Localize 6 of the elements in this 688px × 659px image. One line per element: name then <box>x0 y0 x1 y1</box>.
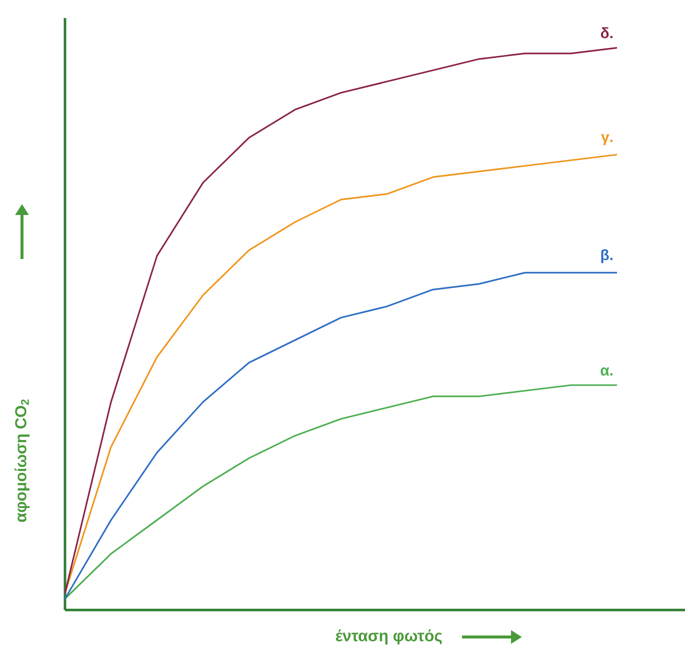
x-axis-title: ένταση φωτός <box>336 629 442 645</box>
series-label: α. <box>600 367 612 376</box>
series-label: γ. <box>601 134 612 146</box>
series-label: δ. <box>600 27 612 38</box>
y-axis-title: αφομοίωση CO$_{2}$ <box>14 399 30 522</box>
series-label: β. <box>601 249 612 264</box>
